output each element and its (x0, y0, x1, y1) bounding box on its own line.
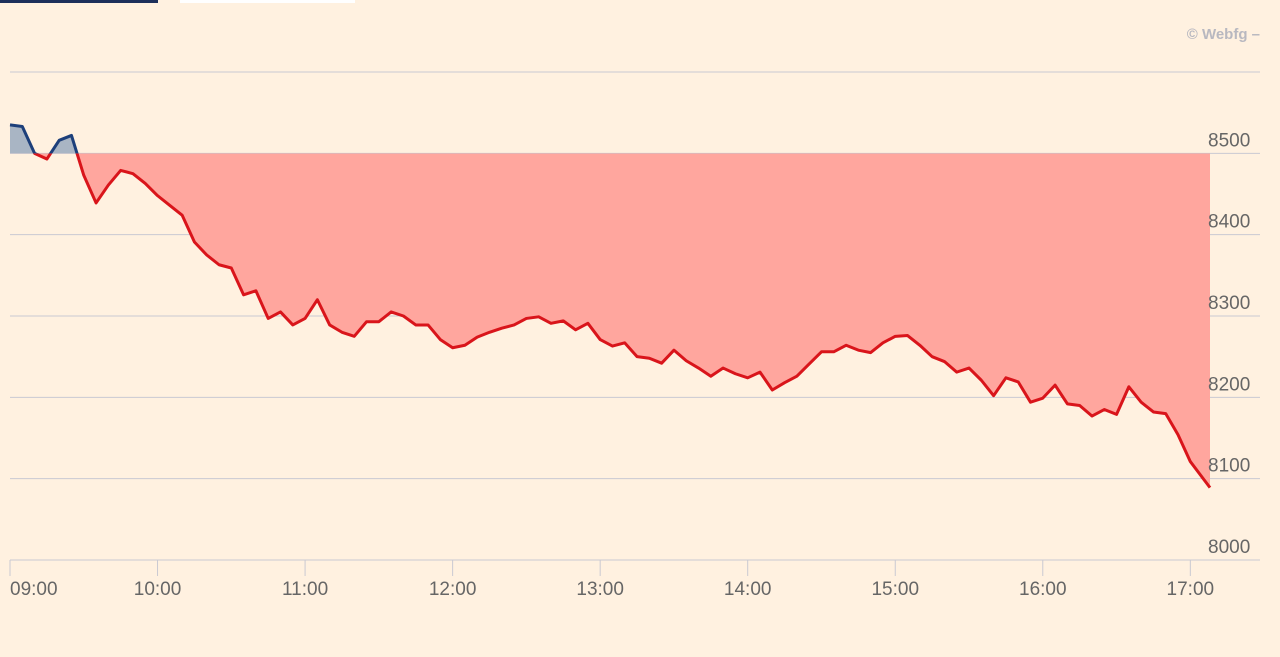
x-tick-label: 13:00 (576, 579, 624, 600)
x-tick-label: 17:00 (1167, 579, 1215, 600)
x-tick-label: 10:00 (134, 579, 182, 600)
x-tick-label: 15:00 (871, 579, 919, 600)
y-tick-label: 8300 (1208, 293, 1250, 314)
y-tick-label: 8400 (1208, 212, 1250, 233)
x-tick-label: 09:00 (10, 579, 58, 600)
x-tick-label: 11:00 (282, 579, 328, 600)
y-tick-label: 8200 (1208, 374, 1250, 395)
x-tick-label: 12:00 (429, 579, 477, 600)
line-below (32, 153, 1212, 489)
area-below (34, 153, 1210, 488)
tab-active (0, 0, 158, 3)
x-tick-label: 16:00 (1019, 579, 1067, 600)
y-tick-label: 8000 (1208, 537, 1250, 558)
x-tick-label: 14:00 (724, 579, 772, 600)
y-tick-label: 8500 (1208, 130, 1250, 151)
source-credit: © Webfg – (1187, 26, 1260, 43)
y-tick-label: 8100 (1208, 456, 1250, 477)
tab (180, 0, 355, 3)
